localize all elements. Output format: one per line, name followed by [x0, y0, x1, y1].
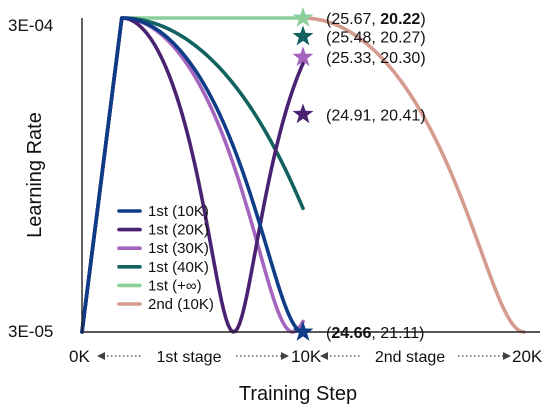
endpoint-label-1st-inf: (25.67, 20.22)	[326, 11, 426, 28]
legend-label-1st-20k: 1st (20K)	[148, 222, 209, 239]
endpoint-label-sep: ,	[371, 29, 380, 46]
legend: 1st (10K) 1st (20K)1st (30K) 1st (40K)1st …	[117, 203, 214, 313]
x-axis-title: Training Step	[239, 383, 357, 405]
endpoint-label-v1: 25.33	[331, 50, 371, 67]
legend-label-1st-inf: 1st (+∞)	[148, 277, 202, 294]
endpoint-star-1st-10k	[292, 321, 314, 341]
endpoint-label-1st-20k: (24.91, 20.41)	[326, 107, 426, 124]
series-line-2nd-10k	[301, 16, 526, 334]
endpoint-label-v2: 21.11	[380, 325, 419, 342]
endpoint-star-1st-inf	[292, 7, 314, 27]
stage1-arrowhead-left	[97, 352, 105, 360]
annotations-layer: (25.67, 20.22)(25.48, 20.27)(25.33, 20.3…	[292, 7, 426, 342]
endpoint-label-open: (	[326, 50, 332, 67]
endpoint-label-v2: 20.30	[380, 50, 420, 67]
stage1-arrowhead-right	[281, 352, 289, 360]
endpoint-label-close: )	[420, 50, 425, 67]
series-line-1st-20k	[80, 16, 305, 334]
endpoint-label-open: (	[326, 29, 332, 46]
legend-label-1st-40k: 1st (40K)	[148, 259, 209, 276]
x-tick-20k: 20K	[512, 347, 543, 366]
endpoint-label-v1: 24.91	[331, 107, 371, 124]
endpoint-label-1st-10k: (24.66, 21.11)	[326, 325, 424, 342]
endpoint-label-close: )	[420, 29, 425, 46]
endpoint-star-1st-30k	[292, 46, 314, 67]
stage2-arrowhead-left	[320, 352, 328, 360]
y-tick-top: 3E-04	[8, 16, 53, 35]
legend-label-1st-10k: 1st (10K)	[148, 203, 209, 220]
series-line-1st-40k	[80, 16, 305, 334]
endpoint-label-open: (	[326, 107, 332, 124]
endpoint-label-close: )	[420, 11, 425, 28]
y-tick-bottom: 3E-05	[8, 322, 53, 341]
endpoint-star-1st-20k	[292, 103, 314, 124]
endpoint-label-sep: ,	[371, 50, 380, 67]
legend-label-1st-30k: 1st (30K)	[148, 240, 209, 257]
endpoint-label-v2: 20.22	[380, 11, 420, 28]
endpoint-label-v1: 25.67	[331, 11, 371, 28]
endpoint-label-v1: 25.48	[331, 29, 371, 46]
endpoint-label-v1: 24.66	[331, 325, 371, 342]
stage2-arrowhead-right	[503, 352, 511, 360]
endpoint-star-1st-40k	[292, 25, 314, 46]
stage-label-1st: 1st stage	[157, 349, 222, 366]
legend-label-2nd-10k: 2nd (10K)	[148, 296, 214, 313]
endpoint-label-sep: ,	[371, 11, 380, 28]
endpoint-label-open: (	[326, 11, 332, 28]
endpoint-label-sep: ,	[371, 325, 380, 342]
y-axis-title: Learning Rate	[24, 112, 46, 238]
endpoint-label-open: (	[326, 325, 332, 342]
endpoint-label-sep: ,	[371, 107, 380, 124]
endpoint-label-close: )	[419, 325, 424, 342]
endpoint-label-1st-30k: (25.33, 20.30)	[326, 50, 426, 67]
stage-label-2nd: 2nd stage	[375, 349, 445, 366]
curves-layer	[80, 16, 526, 334]
endpoint-label-v2: 20.27	[380, 29, 420, 46]
x-tick-0k: 0K	[69, 347, 90, 366]
stage-arrows	[97, 352, 511, 360]
series-line-1st-10k	[80, 16, 305, 334]
endpoint-label-close: )	[420, 107, 425, 124]
x-tick-10k: 10K	[291, 347, 322, 366]
endpoint-label-v2: 20.41	[380, 107, 420, 124]
endpoint-label-1st-40k: (25.48, 20.27)	[326, 29, 426, 46]
